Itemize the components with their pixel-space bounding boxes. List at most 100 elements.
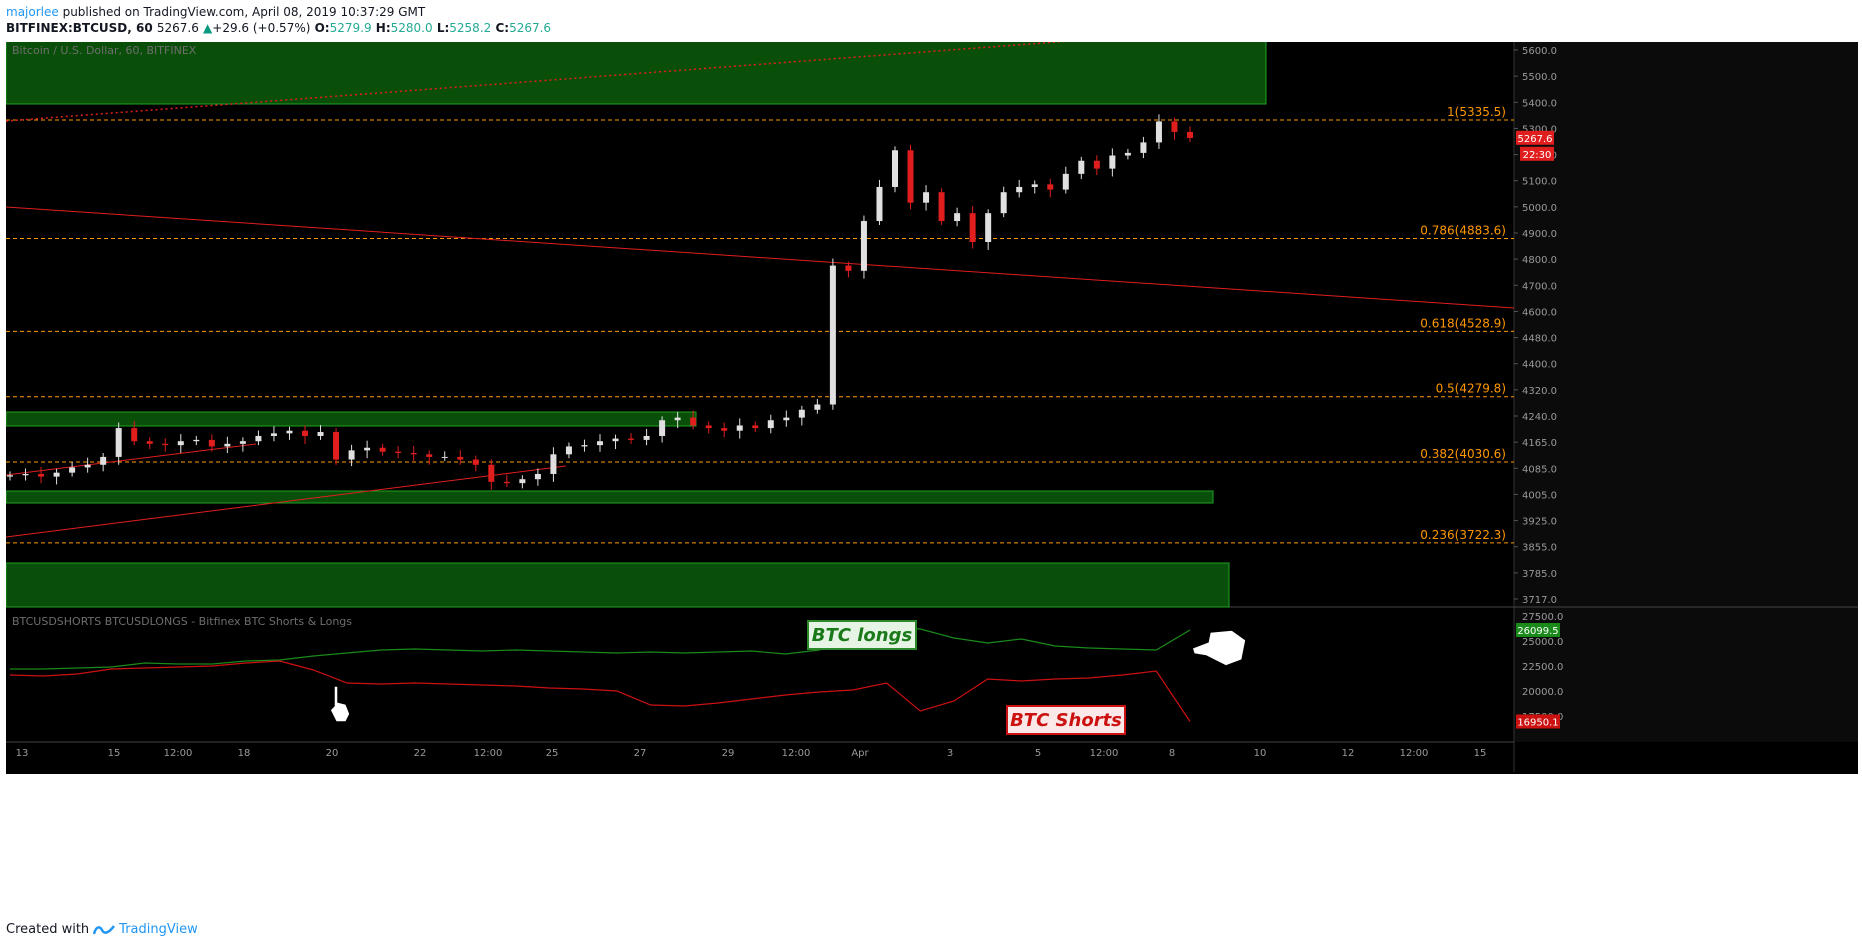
price-axis-background	[1514, 42, 1858, 742]
candle-body	[7, 475, 13, 477]
countdown-badge-bg	[1520, 146, 1554, 161]
symbol-label: BITFINEX:BTCUSD, 60	[6, 21, 153, 35]
indicator-axis-tick: 20000.0	[1522, 687, 1563, 698]
candle-body	[519, 479, 526, 484]
candle-body	[488, 464, 495, 482]
price-axis-tick: 5300.0	[1522, 124, 1557, 135]
indicator-title: BTCUSDSHORTS BTCUSDLONGS - Bitfinex BTC …	[12, 615, 352, 628]
price-axis-tick: 4700.0	[1522, 281, 1557, 292]
chart-svg[interactable]: 5600.05500.05400.05300.05200.05100.05000…	[5, 35, 1858, 914]
time-axis-tick: 20	[326, 748, 339, 759]
shorts-badge: 16950.1	[1517, 717, 1558, 728]
time-axis-tick: 27	[634, 748, 647, 759]
candle-body	[426, 454, 433, 457]
candle-body	[860, 221, 867, 271]
price-axis-tick: 3925.0	[1522, 517, 1557, 528]
candle-body	[441, 456, 448, 458]
candle-body	[270, 433, 277, 436]
candle-body	[798, 409, 805, 418]
ohlc-line: BITFINEX:BTCUSD, 60 5267.6 ▲+29.6 (+0.57…	[6, 20, 551, 36]
price-axis-tick: 5000.0	[1522, 203, 1557, 214]
author-link[interactable]: majorlee	[6, 5, 59, 19]
support-zone	[5, 35, 1267, 105]
time-axis-tick: 22	[414, 748, 427, 759]
longs-annotation-box	[807, 620, 917, 650]
support-zone	[5, 562, 1230, 608]
footer-prefix: Created with	[6, 922, 90, 937]
candle-body	[534, 473, 541, 480]
up-arrow-icon: ▲	[203, 21, 213, 35]
candle-body	[721, 428, 728, 431]
candle-body	[193, 439, 200, 442]
candle-body	[364, 447, 371, 451]
time-axis-tick: 12:00	[1400, 748, 1429, 759]
candle-body	[131, 428, 138, 442]
time-axis-background	[6, 742, 1858, 774]
indicator-axis-tick: 27500.0	[1522, 612, 1563, 623]
publish-line: majorlee published on TradingView.com, A…	[6, 4, 551, 20]
open-value: 5279.9	[329, 21, 372, 35]
time-axis-tick: 18	[238, 748, 251, 759]
candle-body	[1187, 131, 1193, 138]
candle-body	[22, 473, 29, 476]
shorts-series-line	[9, 660, 1191, 722]
indicator-axis-tick: 22500.0	[1522, 662, 1563, 673]
time-axis-tick: 29	[722, 748, 735, 759]
candle-body	[472, 459, 479, 465]
time-axis-tick: 10	[1254, 748, 1267, 759]
publish-info: published on TradingView.com, April 08, …	[58, 5, 426, 19]
candle-body	[923, 192, 930, 203]
longs-annotation: BTC longs	[812, 625, 913, 646]
footer-brand[interactable]: TradingView	[119, 922, 198, 937]
candle-body	[907, 150, 914, 203]
price-axis-tick: 3785.0	[1522, 569, 1557, 580]
low-value: 5258.2	[449, 21, 492, 35]
time-axis-tick: 12:00	[164, 748, 193, 759]
candle-body	[69, 467, 76, 473]
shorts-annotation: BTC Shorts	[1010, 710, 1122, 731]
fib-level-label: 0.786(4883.6)	[1420, 223, 1506, 237]
descending-trendline	[5, 206, 1515, 309]
candle-body	[612, 438, 619, 442]
candle-body	[783, 417, 790, 421]
support-zone	[5, 490, 1214, 504]
price-change: +29.6 (+0.57%)	[212, 21, 311, 35]
time-axis-tick: 12:00	[1090, 748, 1119, 759]
price-axis-tick: 4085.0	[1522, 464, 1557, 475]
candle-body	[1109, 155, 1116, 169]
longs-badge: 26099.5	[1517, 626, 1558, 637]
candle-body	[659, 420, 666, 436]
price-axis-tick: 5400.0	[1522, 98, 1557, 109]
time-axis-tick: 8	[1169, 748, 1175, 759]
candle-body	[674, 417, 681, 421]
footer: Created with TradingView	[6, 922, 198, 937]
candle-body	[938, 192, 945, 222]
shorts-badge-bg	[1516, 714, 1560, 729]
tradingview-logo-icon	[93, 924, 116, 934]
publish-header: majorlee published on TradingView.com, A…	[6, 4, 551, 36]
price-axis-tick: 4165.0	[1522, 438, 1557, 449]
candle-body	[38, 473, 45, 477]
fib-level-label: 1(5335.5)	[1447, 105, 1506, 119]
candle-body	[317, 432, 324, 436]
candle-body	[162, 443, 169, 446]
time-axis-tick: 5	[1035, 748, 1041, 759]
fib-level-label: 0.382(4030.6)	[1420, 447, 1506, 461]
candle-body	[1047, 184, 1054, 190]
candle-body	[503, 481, 510, 484]
time-axis-tick: 25	[546, 748, 559, 759]
candle-body	[597, 441, 603, 446]
price-axis-tick: 5600.0	[1522, 46, 1557, 57]
candle-body	[348, 450, 355, 460]
candle-body	[410, 452, 417, 455]
candle-body	[286, 430, 293, 434]
price-axis-tick: 4800.0	[1522, 255, 1557, 266]
time-axis-tick: 15	[1474, 748, 1487, 759]
chart-container[interactable]: 5600.05500.05400.05300.05200.05100.05000…	[5, 35, 1858, 914]
candle-body	[985, 213, 992, 243]
candle-body	[1124, 152, 1131, 156]
fib-level-label: 0.5(4279.8)	[1436, 382, 1506, 396]
candle-body	[690, 417, 697, 426]
last-price-badge: 5267.6	[1518, 134, 1553, 145]
close-value: 5267.6	[509, 21, 552, 35]
